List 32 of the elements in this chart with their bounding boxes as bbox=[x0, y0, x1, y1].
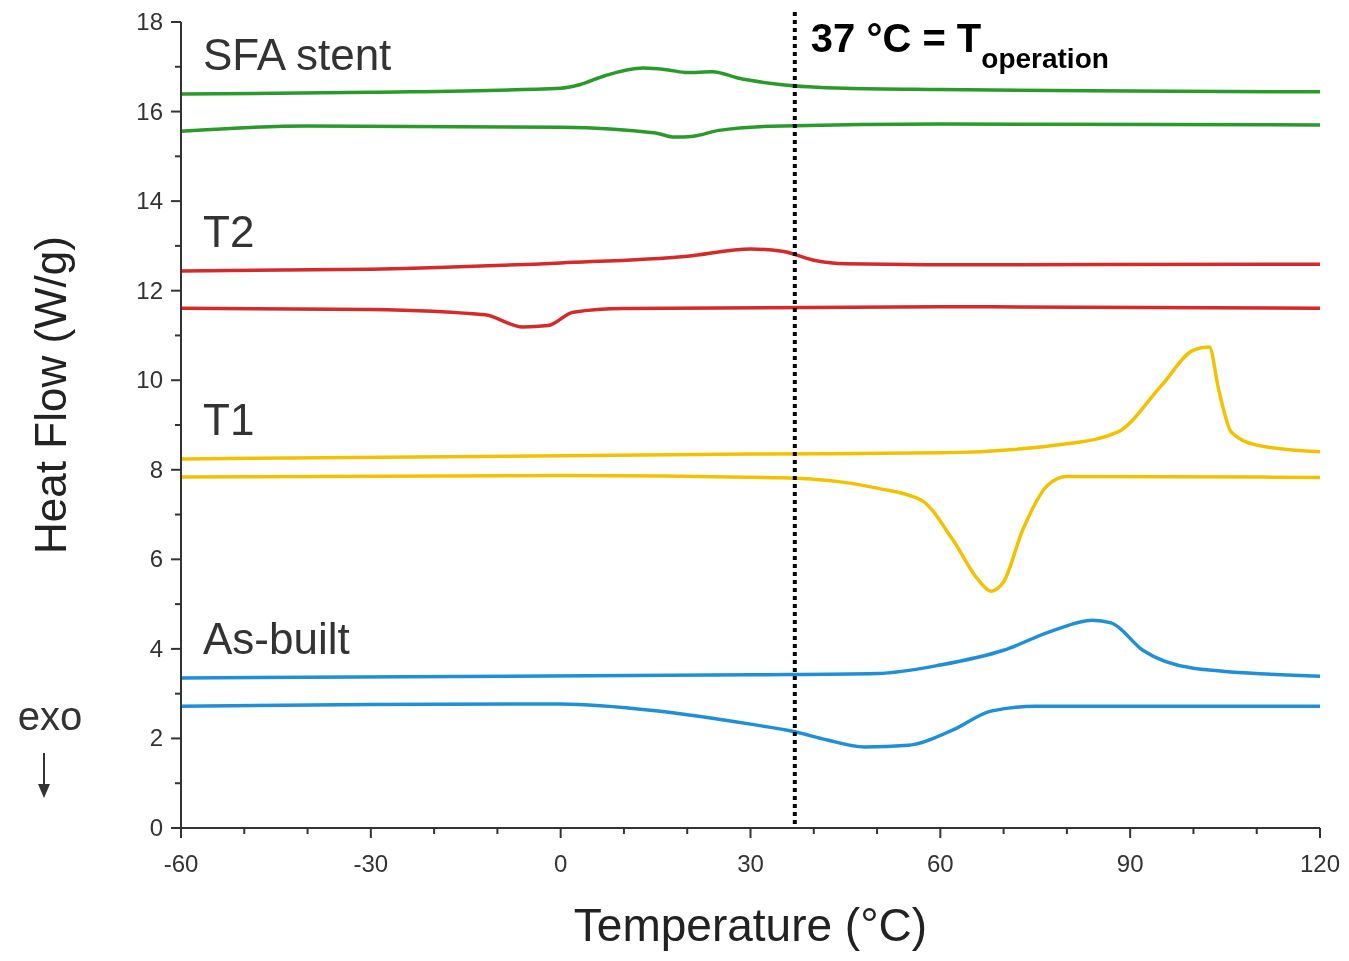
y-tick-label: 16 bbox=[136, 97, 163, 125]
x-tick-label: 30 bbox=[737, 850, 764, 877]
x-tick-label: 60 bbox=[926, 850, 954, 877]
line-series bbox=[179, 345, 1322, 461]
x-axis-title: Temperature (°C) bbox=[573, 899, 928, 951]
y-tick-label: 12 bbox=[136, 276, 163, 304]
y-tick-label: 4 bbox=[149, 634, 163, 662]
line-series bbox=[179, 473, 1322, 593]
text: exo bbox=[17, 694, 83, 738]
series-label: T2 bbox=[203, 206, 255, 256]
y-tick-label: 18 bbox=[136, 8, 163, 35]
line-series bbox=[179, 122, 1322, 139]
y-tick-label: 14 bbox=[136, 187, 163, 215]
y-axis-title: Heat Flow (W/g) bbox=[26, 236, 75, 554]
y-tick-label: 2 bbox=[149, 724, 163, 752]
series-label: T1 bbox=[203, 395, 255, 445]
x-tick-label: 90 bbox=[1116, 850, 1144, 877]
line-series bbox=[179, 247, 1322, 273]
y-tick-label: 6 bbox=[149, 545, 163, 573]
line-series bbox=[179, 618, 1322, 680]
series-label: As-built bbox=[203, 613, 350, 663]
y-tick-label: 10 bbox=[136, 366, 163, 394]
x-tick-label: -60 bbox=[163, 850, 199, 877]
y-tick-label: 0 bbox=[149, 814, 163, 841]
x-tick-label: -30 bbox=[353, 850, 389, 877]
x-tick-label: 120 bbox=[1299, 850, 1341, 877]
line-series bbox=[179, 305, 1322, 329]
ref-line-label: 37 °C = T$_{operation}$ bbox=[810, 16, 1109, 74]
line-series bbox=[179, 702, 1322, 749]
y-tick-label: 8 bbox=[149, 455, 163, 483]
series-label: SFA stent bbox=[203, 30, 392, 80]
x-tick-label: 0 bbox=[553, 850, 568, 877]
